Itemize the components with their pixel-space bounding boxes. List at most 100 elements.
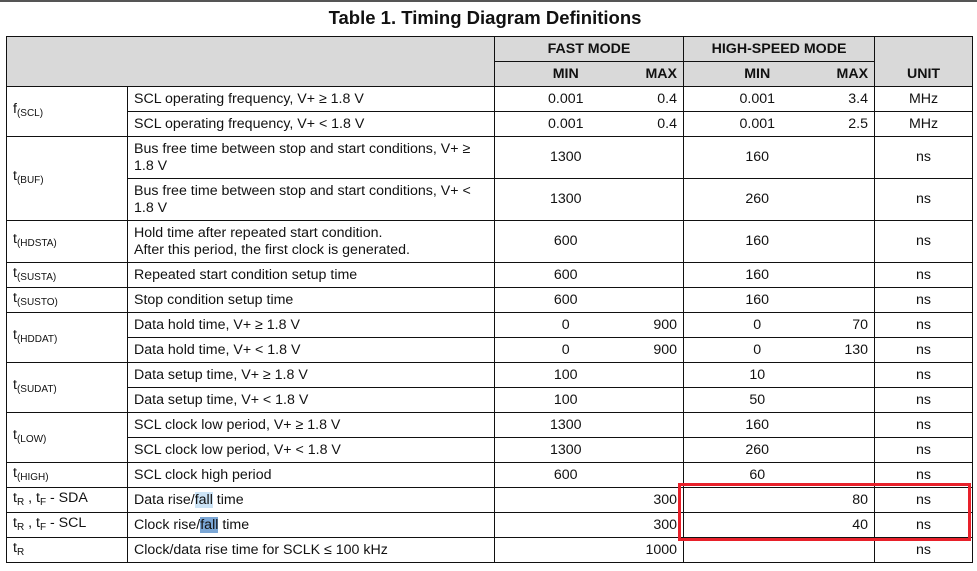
symbol-text: t xyxy=(13,168,17,184)
cell-hs-max xyxy=(830,178,876,221)
description-text: Repeated start condition setup time xyxy=(134,266,358,283)
cell-unit: ns xyxy=(874,312,974,338)
parameter-symbol: t(SUSTO) xyxy=(6,287,128,313)
cell-hs-max xyxy=(830,537,876,563)
symbol-text: t xyxy=(13,427,17,443)
cell-unit: ns xyxy=(874,287,974,313)
parameter-symbol: t(HDDAT) xyxy=(6,312,128,363)
parameter-description: Bus free time between stop and start con… xyxy=(127,136,495,179)
symbol-subscript: F xyxy=(39,521,47,533)
cell-hs-min: 50 xyxy=(683,387,831,413)
parameter-description: Data rise/fall time xyxy=(127,487,495,513)
table-row: t(HDSTA) Hold time after repeated start c… xyxy=(6,220,974,263)
cell-unit: ns xyxy=(874,412,974,438)
cell-hs-max xyxy=(830,287,876,313)
symbol-subscript: (BUF) xyxy=(16,175,44,186)
description-text: Hold time after repeated start condition… xyxy=(134,224,383,241)
cell-unit: ns xyxy=(874,387,974,413)
symbol-subscript: (SUSTO) xyxy=(16,296,58,308)
cell-hs-max: 3.4 xyxy=(830,86,876,112)
table-row: SCL operating frequency, V+ < 1.8 V 0.001… xyxy=(7,111,974,137)
cell-hs-max xyxy=(830,437,876,463)
cell-fast-max: 300 xyxy=(636,512,684,538)
cell-fast-min: 1300 xyxy=(494,437,637,463)
cell-fast-max xyxy=(636,362,684,388)
cell-hs-min: 160 xyxy=(683,262,831,288)
header-high-speed-mode: HIGH-SPEED MODE xyxy=(682,36,876,62)
description-text: SCL clock low period, V+ ≥ 1.8 V xyxy=(134,416,341,433)
header-hs-min: MIN xyxy=(683,61,831,87)
cell-fast-max xyxy=(636,462,684,488)
table-row: t(SUDAT) Data setup time, V+ ≥ 1.8 V 100 10… xyxy=(6,362,974,413)
cell-fast-max: 900 xyxy=(636,312,684,338)
cell-fast-max xyxy=(636,262,684,288)
symbol-text: - SCL xyxy=(46,514,87,531)
cell-hs-max xyxy=(830,136,876,179)
parameter-description: SCL clock high period xyxy=(127,462,495,488)
symbol-subscript: R xyxy=(16,496,25,508)
parameter-description: SCL clock low period, V+ < 1.8 V xyxy=(127,437,495,463)
parameter-description: SCL operating frequency, V+ ≥ 1.8 V xyxy=(127,86,495,112)
cell-unit: ns xyxy=(874,136,974,179)
description-text: SCL clock low period, V+ < 1.8 V xyxy=(134,441,341,458)
table-row: f(SCL) SCL operating frequency, V+ ≥ 1.8 … xyxy=(6,86,974,137)
symbol-subscript: R xyxy=(16,521,25,533)
parameter-symbol: tR xyxy=(6,537,128,563)
cell-hs-min xyxy=(683,537,831,563)
parameter-symbol: t(SUSTA) xyxy=(6,262,128,288)
symbol-text: t xyxy=(13,464,17,481)
symbol-subscript: F xyxy=(39,496,47,508)
parameter-description: SCL operating frequency, V+ < 1.8 V xyxy=(127,111,495,137)
cell-unit: ns xyxy=(874,362,974,388)
symbol-subscript: (SCL) xyxy=(16,108,44,119)
cell-hs-max xyxy=(830,387,876,413)
cell-fast-min: 600 xyxy=(494,287,637,313)
header-hs-max: MAX xyxy=(830,61,876,87)
symbol-text: t xyxy=(13,289,17,306)
cell-hs-min: 260 xyxy=(683,178,831,221)
cell-hs-min: 0.001 xyxy=(683,86,831,112)
parameter-description: Clock rise/fall time xyxy=(127,512,495,538)
table-row: t(SUSTO) Stop condition setup time 600 160 n… xyxy=(6,287,974,313)
cell-unit: ns xyxy=(874,437,974,463)
cell-fast-min xyxy=(494,487,637,513)
cell-fast-min xyxy=(494,537,637,563)
parameter-symbol: t(HDSTA) xyxy=(6,220,128,263)
cell-hs-max: 2.5 xyxy=(830,111,876,137)
symbol-subscript: (SUSTA) xyxy=(16,271,57,283)
parameter-symbol: tR , tF - SCL xyxy=(6,512,128,538)
cell-fast-min: 100 xyxy=(494,387,637,413)
cell-hs-min: 0.001 xyxy=(683,111,831,137)
header-fast-min: MIN xyxy=(494,61,637,87)
table-row: tR , tF - SCL Clock rise/fall time 300 40 ns xyxy=(6,512,974,538)
description-text: SCL operating frequency, V+ < 1.8 V xyxy=(134,115,365,132)
parameter-description: SCL clock low period, V+ ≥ 1.8 V xyxy=(127,412,495,438)
cell-fast-min: 0.001 xyxy=(494,86,637,112)
table-row: t(HDDAT) Data hold time, V+ ≥ 1.8 V 0 900 0 7… xyxy=(6,312,974,363)
description-text: Data hold time, V+ ≥ 1.8 V xyxy=(134,316,300,333)
table-row: tR Clock/data rise time for SCLK ≤ 100 kH… xyxy=(6,537,974,563)
parameter-description: Data hold time, V+ ≥ 1.8 V xyxy=(127,312,495,338)
header-blank xyxy=(6,36,495,87)
symbol-text: , t xyxy=(24,489,40,506)
description-text: After this period, the first clock is ge… xyxy=(134,241,410,258)
cell-hs-max xyxy=(830,362,876,388)
parameter-symbol: t(LOW) xyxy=(6,412,128,463)
cell-unit: ns xyxy=(874,262,974,288)
cell-fast-max xyxy=(636,412,684,438)
description-text: SCL clock high period xyxy=(134,466,272,483)
description-text: Data rise/ xyxy=(134,491,195,508)
cell-unit: ns xyxy=(874,487,974,513)
parameter-description: Stop condition setup time xyxy=(127,287,495,313)
symbol-text: t xyxy=(13,231,17,247)
cell-hs-min: 10 xyxy=(683,362,831,388)
cell-hs-min: 0 xyxy=(683,312,831,338)
cell-hs-min: 60 xyxy=(683,462,831,488)
header-fast-mode: FAST MODE xyxy=(494,36,684,62)
description-text: Bus free time between stop and start con… xyxy=(134,182,471,216)
parameter-symbol: t(SUDAT) xyxy=(6,362,128,413)
cell-fast-min: 1300 xyxy=(494,412,637,438)
symbol-text: , t xyxy=(24,514,40,531)
cell-fast-max: 0.4 xyxy=(636,86,684,112)
cell-hs-max: 80 xyxy=(830,487,876,513)
